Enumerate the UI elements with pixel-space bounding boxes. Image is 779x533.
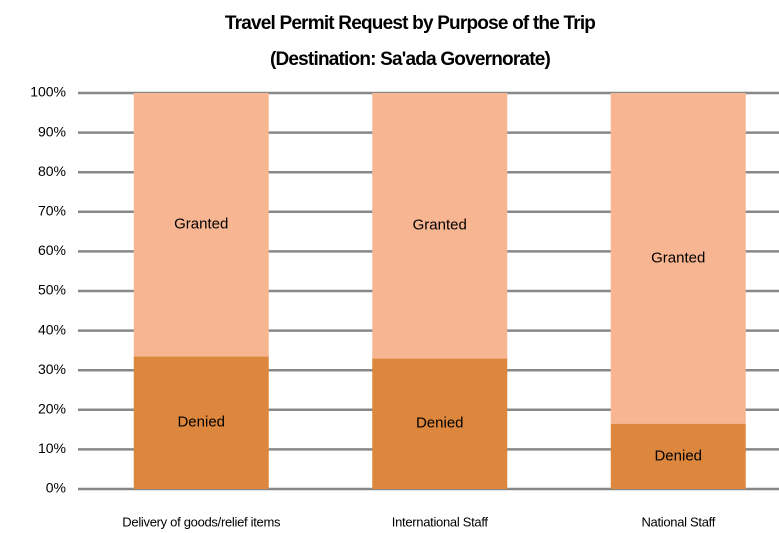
chart-subtitle: (Destination: Sa'ada Governorate): [270, 49, 551, 70]
y-tick-label: 90%: [38, 123, 66, 139]
segment-label: Denied: [416, 415, 464, 432]
segment-label: Granted: [413, 217, 467, 234]
segment-label: Denied: [654, 447, 702, 464]
y-tick-label: 40%: [38, 321, 66, 337]
segment-label: Granted: [174, 216, 228, 233]
y-tick-label: 100%: [30, 84, 66, 100]
segment-label: Granted: [651, 249, 705, 266]
segment-label: Denied: [177, 414, 225, 431]
y-tick-label: 80%: [38, 163, 66, 179]
y-tick-label: 50%: [38, 282, 66, 298]
bar-segment: [133, 356, 269, 489]
y-tick-label: 60%: [38, 242, 66, 258]
bar-segment: [610, 423, 746, 489]
y-tick-label: 10%: [38, 440, 66, 456]
x-tick-label: National Staff: [641, 514, 715, 529]
x-tick-label: Delivery of goods/relief items: [122, 514, 281, 529]
y-tick-label: 30%: [38, 361, 66, 377]
bar-segment: [372, 93, 508, 359]
bar-segment: [372, 358, 508, 489]
bar-segment: [610, 93, 746, 424]
bar-segment: [133, 93, 269, 357]
y-tick-label: 70%: [38, 203, 66, 219]
y-tick-label: 20%: [38, 401, 66, 417]
y-tick-label: 0%: [46, 480, 66, 496]
x-tick-label: International Staff: [392, 514, 489, 529]
chart-title: Travel Permit Request by Purpose of the …: [225, 13, 595, 34]
